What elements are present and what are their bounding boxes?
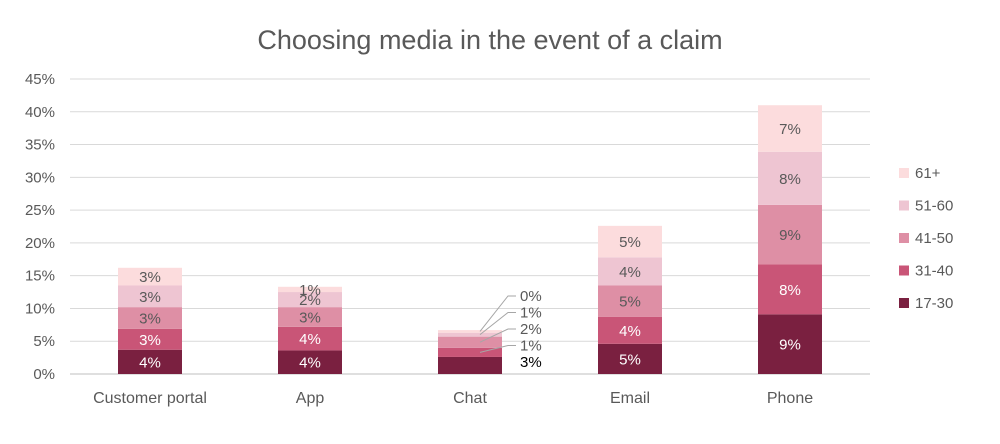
- bar-segment[interactable]: [118, 267, 182, 286]
- data-label: 2%: [520, 321, 542, 338]
- bar-segment[interactable]: [438, 347, 502, 357]
- bar-segment[interactable]: [278, 326, 342, 351]
- legend[interactable]: 61+ 51-60 41-50 31-40 17-30: [899, 165, 953, 312]
- x-axis: Customer portal App Chat Email Phone: [93, 390, 813, 407]
- data-label: 4%: [299, 331, 321, 348]
- bar-segment[interactable]: [758, 314, 822, 374]
- data-label: 8%: [779, 282, 801, 299]
- bars: [118, 105, 822, 374]
- data-labels: 4%3%3%3%3%4%4%3%2%1%3%1%2%1%0%5%4%5%4%5%…: [139, 121, 801, 372]
- legend-label: 31-40: [915, 263, 953, 280]
- legend-label: 51-60: [915, 198, 953, 215]
- data-label: 0%: [520, 288, 542, 305]
- bar-segment[interactable]: [438, 330, 502, 333]
- bar-segment[interactable]: [438, 336, 502, 348]
- legend-swatch: [899, 168, 909, 178]
- bar-segment[interactable]: [438, 332, 502, 337]
- y-axis: 0% 5% 10% 15% 20% 25% 30% 35% 40% 45%: [25, 71, 55, 383]
- bar-segment[interactable]: [598, 285, 662, 317]
- bar-segment[interactable]: [758, 151, 822, 205]
- callout-leader-line: [479, 295, 516, 332]
- bar-segment[interactable]: [118, 349, 182, 374]
- y-tick-label: 5%: [33, 333, 55, 350]
- data-label: 7%: [779, 121, 801, 138]
- bar-segment[interactable]: [278, 286, 342, 293]
- x-tick-label: Customer portal: [93, 390, 207, 407]
- callout-leader-line: [479, 345, 516, 353]
- legend-label: 41-50: [915, 230, 953, 247]
- legend-label: 17-30: [915, 295, 953, 312]
- data-label: 4%: [299, 355, 321, 372]
- x-tick-label: App: [296, 390, 325, 407]
- data-label: 4%: [139, 354, 161, 371]
- data-label: 9%: [779, 227, 801, 244]
- legend-item[interactable]: 51-60: [899, 198, 953, 215]
- y-tick-label: 0%: [33, 366, 55, 383]
- bar-segment[interactable]: [278, 292, 342, 308]
- legend-swatch: [899, 265, 909, 276]
- gridlines: [70, 78, 870, 375]
- data-label: 5%: [619, 234, 641, 251]
- y-tick-label: 35%: [25, 137, 55, 154]
- data-label: 3%: [139, 310, 161, 327]
- y-tick-label: 45%: [25, 71, 55, 88]
- legend-swatch: [899, 233, 909, 243]
- y-tick-label: 30%: [25, 169, 55, 186]
- bar-segment[interactable]: [278, 350, 342, 374]
- legend-swatch: [899, 298, 909, 308]
- bar-segment[interactable]: [598, 343, 662, 374]
- data-label: 4%: [619, 264, 641, 281]
- data-label: 3%: [139, 332, 161, 349]
- bar-segment[interactable]: [598, 316, 662, 344]
- data-label: 2%: [299, 292, 321, 309]
- bar-segment[interactable]: [278, 307, 342, 327]
- bar-segment[interactable]: [758, 204, 822, 265]
- legend-item[interactable]: 17-30: [899, 295, 953, 312]
- bar-segment[interactable]: [118, 285, 182, 308]
- y-tick-label: 15%: [25, 268, 55, 285]
- data-label: 3%: [139, 289, 161, 306]
- y-tick-label: 25%: [25, 202, 55, 219]
- data-label: 5%: [619, 294, 641, 311]
- data-label: 3%: [520, 354, 542, 371]
- legend-swatch: [899, 200, 909, 211]
- data-label: 1%: [520, 305, 542, 322]
- bar-segment[interactable]: [598, 225, 662, 258]
- data-label: 1%: [299, 282, 321, 299]
- data-label: 9%: [779, 337, 801, 354]
- data-label: 3%: [139, 269, 161, 286]
- y-tick-label: 40%: [25, 104, 55, 121]
- data-label: 3%: [299, 309, 321, 326]
- y-tick-label: 10%: [25, 300, 55, 317]
- legend-label: 61+: [915, 165, 941, 182]
- data-label: 5%: [619, 351, 641, 368]
- callout-leader-line: [479, 312, 516, 336]
- bar-segment[interactable]: [598, 257, 662, 286]
- bar-segment[interactable]: [438, 356, 502, 374]
- x-tick-label: Chat: [453, 390, 487, 407]
- y-tick-label: 20%: [25, 235, 55, 252]
- bar-segment[interactable]: [118, 307, 182, 329]
- callout-leader-line: [479, 328, 516, 343]
- x-tick-label: Email: [610, 390, 650, 407]
- chart-title: Choosing media in the event of a claim: [257, 25, 722, 55]
- data-label: 1%: [520, 338, 542, 355]
- legend-item[interactable]: 31-40: [899, 263, 953, 280]
- data-label: 4%: [619, 323, 641, 340]
- bar-segment[interactable]: [758, 264, 822, 315]
- bar-segment[interactable]: [758, 105, 822, 152]
- legend-item[interactable]: 41-50: [899, 230, 953, 247]
- legend-item[interactable]: 61+: [899, 165, 941, 182]
- x-tick-label: Phone: [767, 390, 813, 407]
- bar-segment[interactable]: [118, 328, 182, 350]
- data-label: 8%: [779, 171, 801, 188]
